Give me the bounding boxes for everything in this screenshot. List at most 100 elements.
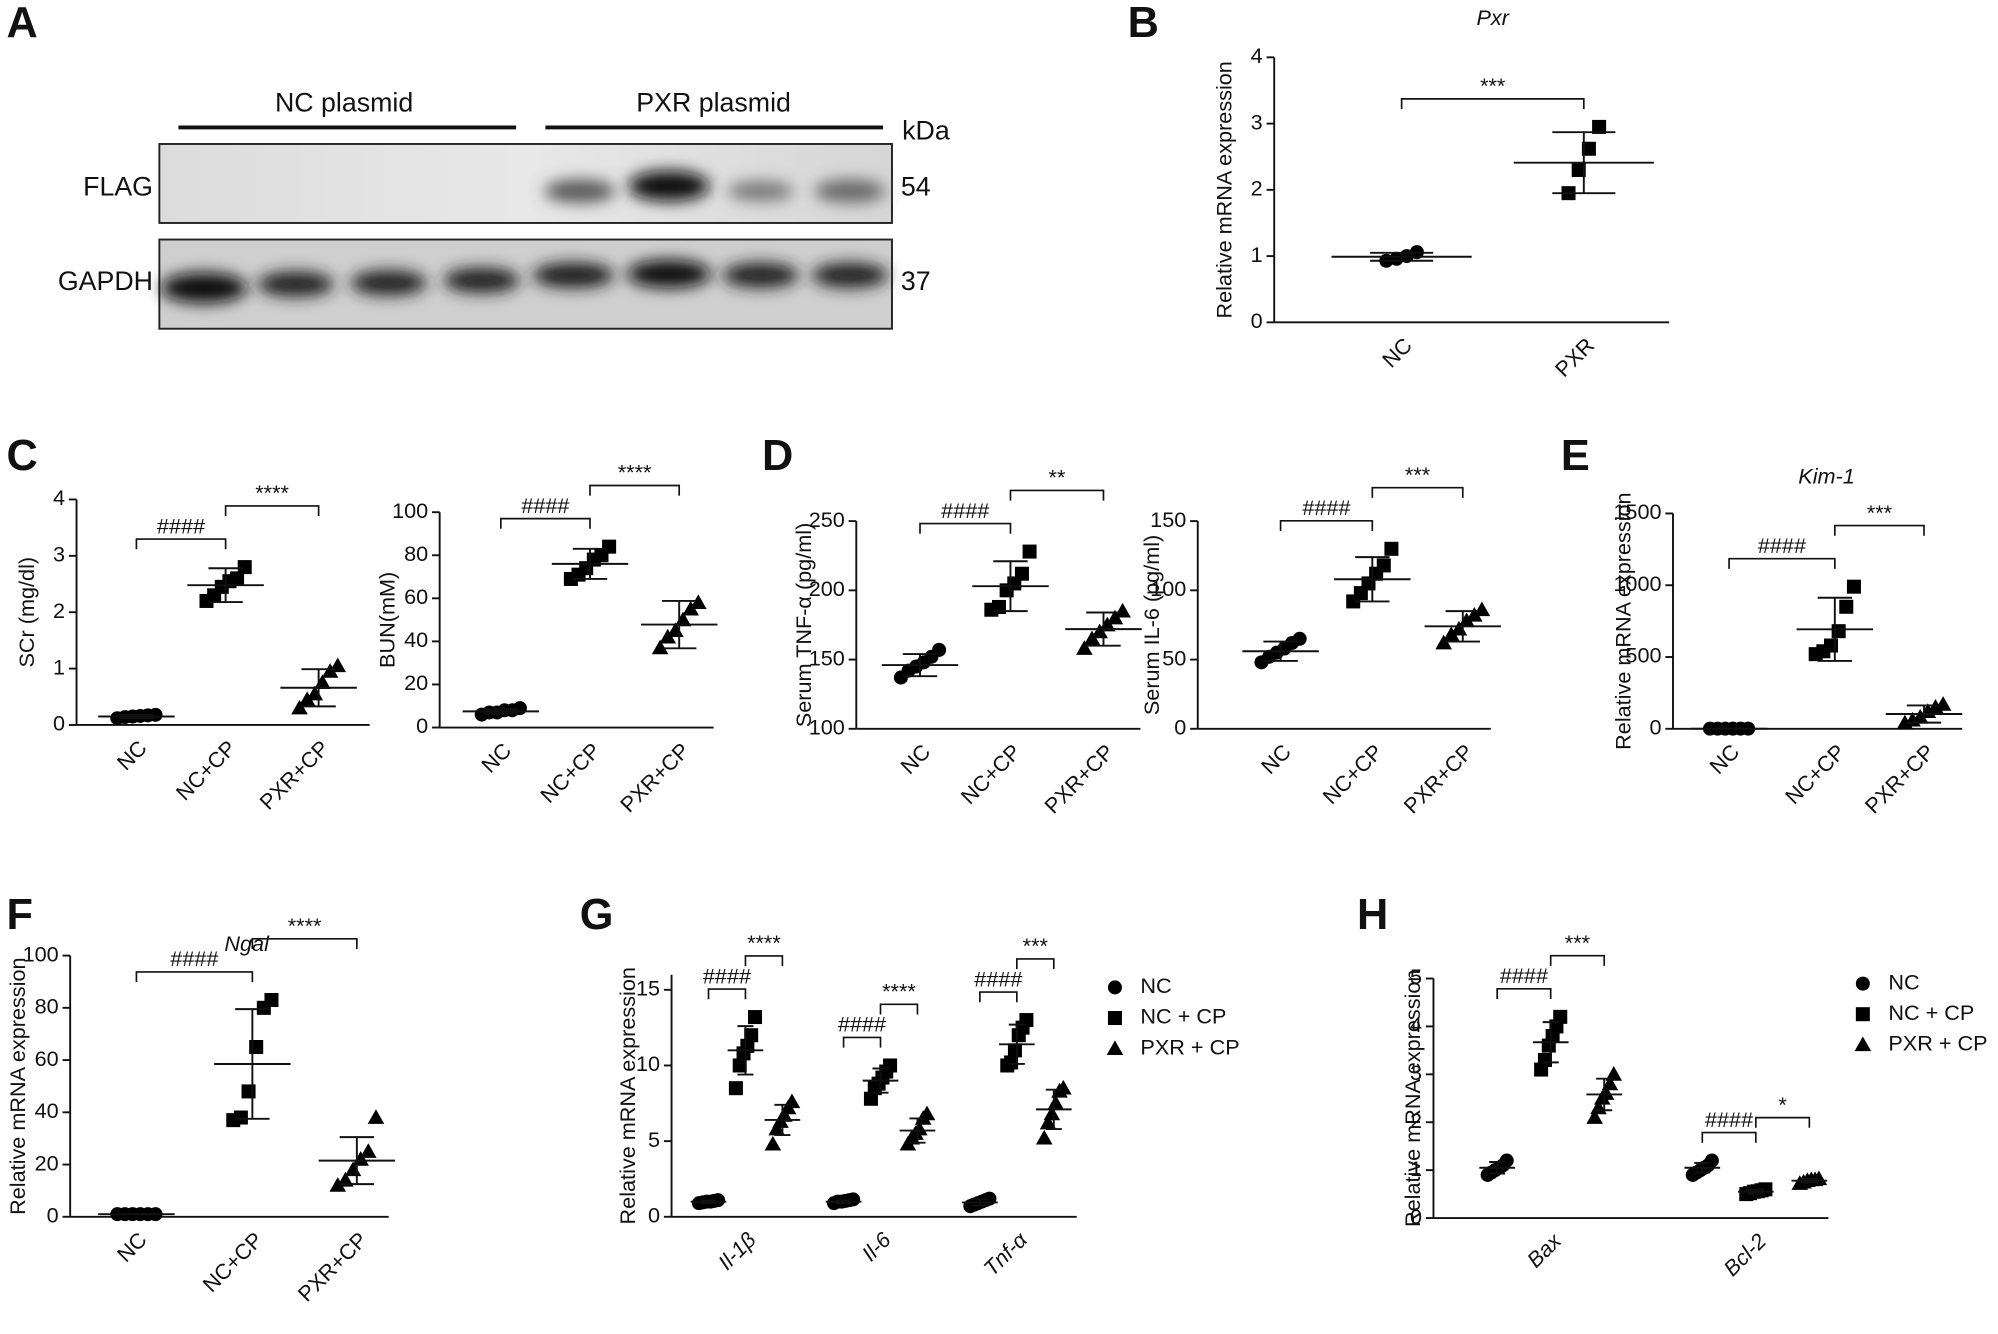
band: [350, 270, 427, 296]
point: [1601, 1075, 1619, 1091]
x-tick-label: PXR+CP: [1399, 739, 1478, 818]
y-tick-label: 1: [1410, 1156, 1422, 1181]
y-axis-label: Relative mRNA expression: [615, 967, 640, 1224]
band: [160, 272, 248, 304]
error-bar: [208, 567, 243, 604]
point: [360, 1143, 377, 1158]
error-bar: [1552, 131, 1616, 195]
significance-label: ####: [1302, 495, 1350, 520]
unit-label: kDa: [902, 116, 950, 146]
point: [1043, 1105, 1061, 1121]
legend-marker: [1107, 1011, 1122, 1026]
x-tick-label: PXR+CP: [615, 738, 694, 817]
error-bar: [119, 713, 154, 720]
significance-bracket: [1016, 958, 1055, 970]
chart: Serum IL-6 (pg/ml) 0 50 100 150 NC NC+CP PXR+CP…: [1139, 462, 1502, 818]
point: [1114, 602, 1131, 618]
error-bar: [971, 1198, 988, 1207]
error-bar: [774, 1103, 791, 1137]
y-tick-label: 4: [1410, 1012, 1422, 1037]
error-bar: [1355, 556, 1390, 603]
point: [690, 594, 707, 610]
point: [1934, 696, 1952, 711]
significance-label: ####: [1758, 533, 1806, 558]
legend-marker: [1855, 1007, 1870, 1022]
panel-letter: F: [6, 891, 32, 939]
significance-label: ####: [1500, 963, 1548, 988]
point: [1537, 1052, 1552, 1067]
chart: D Serum TNF-α (pg/ml)100 150 200 250 NC NC+CP P…: [762, 432, 1142, 818]
legend-label: NC: [1888, 969, 1919, 994]
error-bar: [1370, 251, 1434, 262]
legend-marker: [1107, 980, 1122, 995]
significance-label: ####: [703, 963, 751, 988]
point: [728, 1081, 743, 1096]
x-tick-label: Il-6: [857, 1226, 897, 1266]
significance-bracket: [1496, 987, 1552, 1000]
significance-bracket: [879, 1003, 919, 1015]
legend-marker: [1855, 976, 1870, 991]
point: [1597, 1085, 1615, 1100]
significance-label: ***: [1405, 462, 1431, 487]
point: [1571, 162, 1586, 177]
significance-label: ####: [157, 513, 205, 538]
point: [918, 1105, 936, 1121]
band: [814, 179, 886, 203]
point: [1376, 558, 1391, 573]
point: [1435, 634, 1452, 650]
x-tick-label: PXR+CP: [1039, 739, 1118, 818]
point: [776, 1107, 793, 1122]
y-tick-label: 40: [35, 1098, 59, 1123]
y-tick-label: 20: [404, 670, 428, 695]
point: [1823, 638, 1839, 653]
significance-bracket: [707, 988, 747, 1000]
y-tick-label: 2: [53, 598, 65, 623]
point: [1839, 599, 1854, 614]
x-tick-label: Tnf-α: [978, 1227, 1032, 1281]
y-axis-label: Serum IL-6 (pg/ml): [1139, 535, 1164, 715]
significance-label: ####: [1705, 1107, 1753, 1132]
y-tick-label: 3: [1251, 109, 1263, 134]
y-axis-label: Serum TNF-α (pg/ml): [791, 523, 816, 727]
point: [1443, 626, 1460, 642]
y-tick-label: 10: [636, 1051, 660, 1076]
significance-bracket: [1279, 519, 1374, 531]
y-tick-label: 50: [1162, 645, 1186, 670]
significance-bracket: [224, 505, 320, 517]
point: [1586, 1109, 1603, 1124]
row-label: FLAG: [83, 172, 153, 202]
y-tick-label: 1500: [1613, 499, 1661, 524]
point: [1047, 1095, 1064, 1110]
x-tick-label: Bax: [1522, 1228, 1567, 1273]
point: [367, 1109, 385, 1124]
error-bar: [835, 1199, 852, 1204]
band: [257, 271, 334, 297]
point: [740, 1038, 755, 1053]
error-bar: [1489, 1161, 1506, 1175]
y-tick-label: 250: [809, 507, 845, 532]
error-bar: [483, 708, 519, 715]
point: [1384, 541, 1399, 556]
error-bar: [902, 653, 938, 678]
y-tick-label: 3: [53, 542, 65, 567]
y-axis-label: SCr (mg/dl): [14, 557, 39, 668]
bands: [160, 259, 889, 304]
significance-bracket: [1754, 1116, 1811, 1128]
y-tick-label: 0: [416, 713, 428, 738]
legend-label: NC: [1140, 973, 1171, 998]
point: [329, 1177, 347, 1192]
legend-marker: [1106, 1040, 1124, 1055]
error-bar: [1008, 1023, 1025, 1065]
chart-title: Kim-1: [1798, 464, 1855, 489]
chart: E Kim-1 Relative mRNA expression 0 500 1000 15…: [1561, 432, 1963, 818]
point: [264, 992, 279, 1007]
error-bar: [993, 560, 1028, 613]
x-tick-label: Il-1β: [713, 1227, 761, 1275]
significance-bracket: [1371, 486, 1464, 498]
x-tick-label: NC: [476, 738, 516, 778]
group-label: PXR plasmid: [636, 88, 791, 118]
x-tick-label: PXR+CP: [1860, 739, 1939, 818]
significance-label: ****: [288, 913, 322, 938]
y-tick-label: 200: [809, 576, 845, 601]
point: [237, 560, 252, 575]
